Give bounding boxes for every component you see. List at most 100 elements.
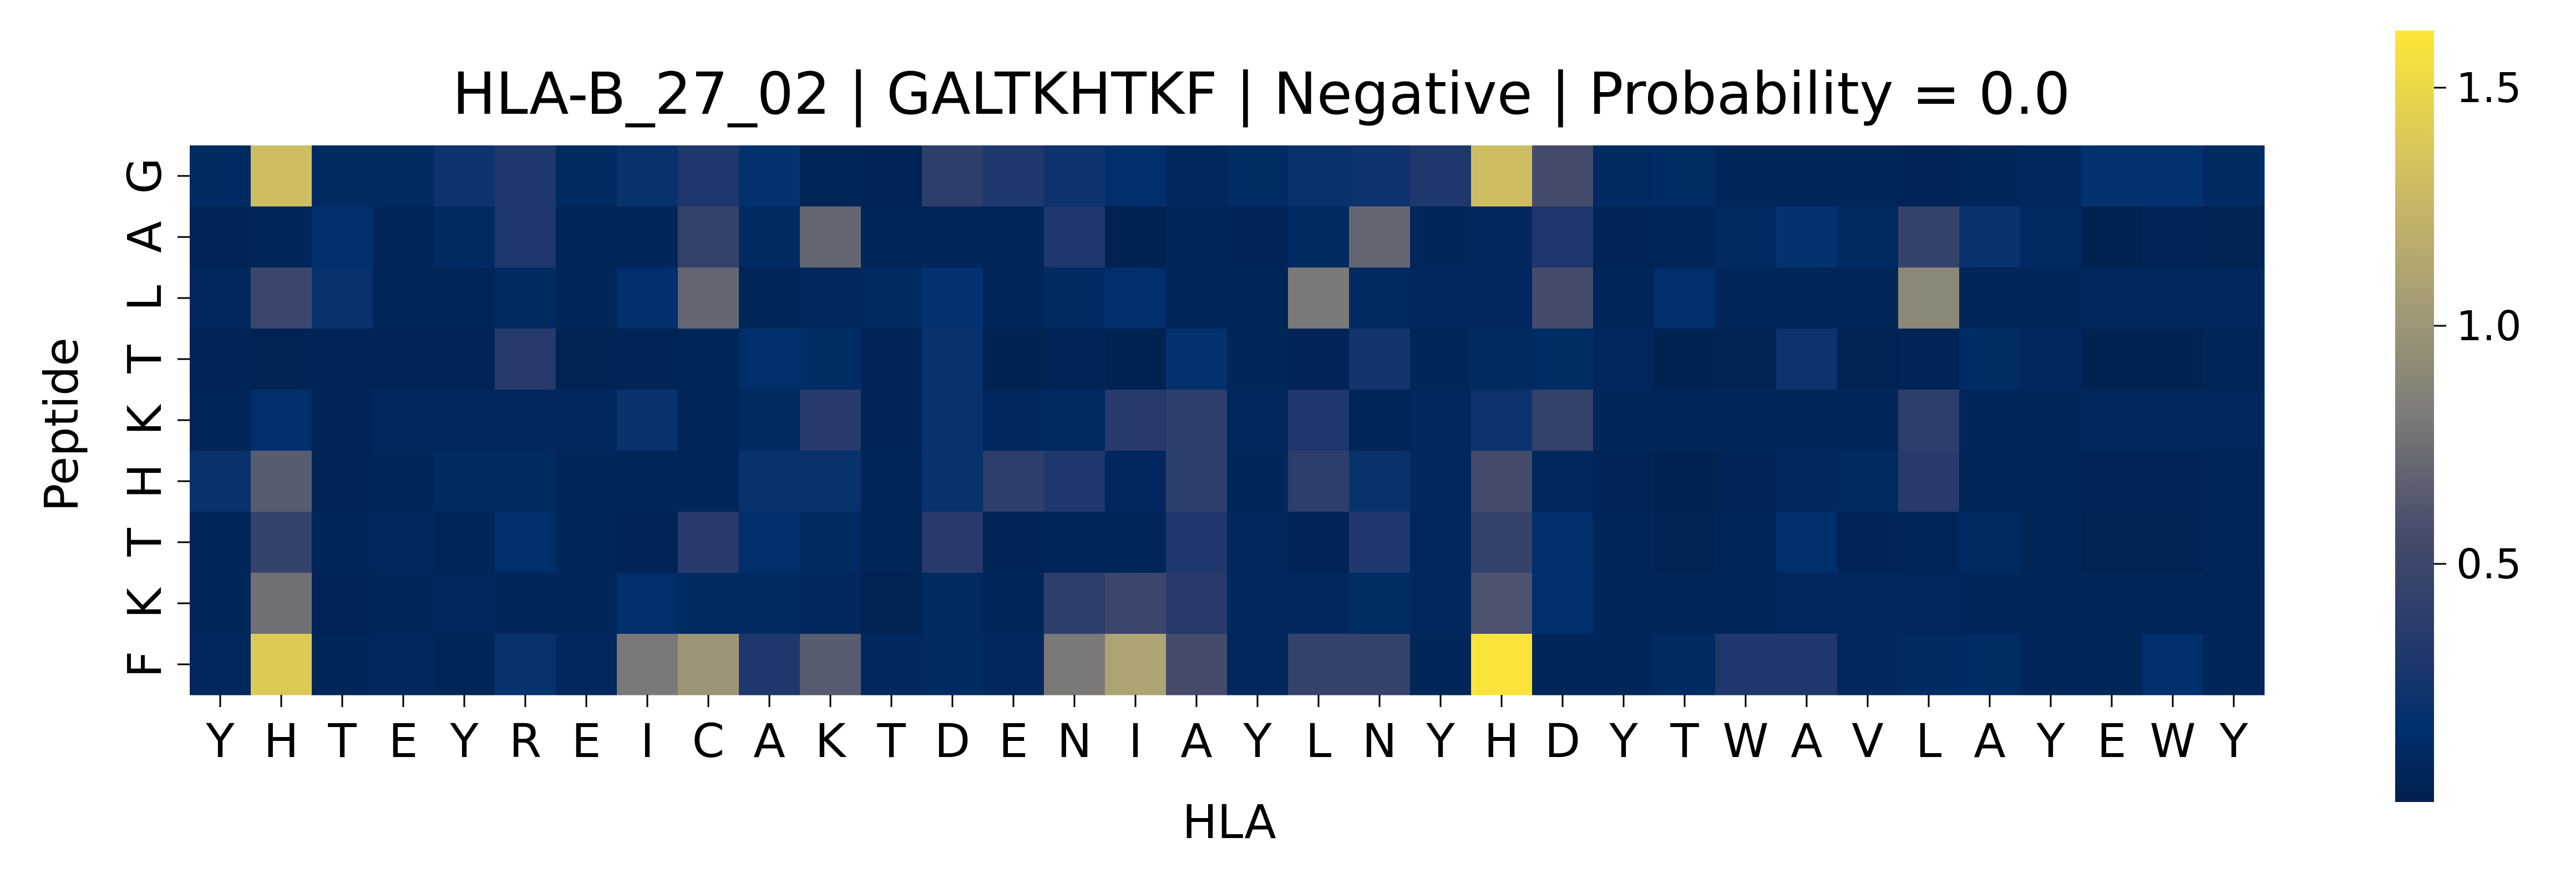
heatmap-cell [922, 206, 983, 268]
heatmap-cell [1349, 573, 1411, 634]
heatmap-cell [861, 206, 922, 268]
colorbar-tick-label: 0.5 [2456, 541, 2522, 588]
heatmap-cell [1105, 512, 1167, 573]
x-tick-label: H [263, 714, 298, 768]
heatmap-cell [617, 573, 678, 634]
heatmap-cell [1166, 512, 1228, 573]
heatmap-cell [190, 145, 251, 207]
heatmap-cell [617, 512, 678, 573]
heatmap-cell [1959, 390, 2021, 451]
heatmap-cell [1471, 206, 1533, 268]
heatmap-cell [1959, 634, 2021, 695]
heatmap-cell [1044, 634, 1106, 695]
heatmap-cell [373, 206, 434, 268]
x-tick-label: H [1484, 714, 1519, 768]
y-tick-label: H [118, 463, 172, 498]
heatmap-cell [2142, 145, 2204, 207]
heatmap-cell [617, 634, 678, 695]
heatmap-cell [1227, 451, 1289, 512]
y-tick-label: T [118, 345, 172, 374]
heatmap-cell [1410, 206, 1472, 268]
heatmap-cell [2203, 206, 2265, 268]
heatmap-cell [251, 634, 312, 695]
heatmap-cell [1959, 451, 2021, 512]
heatmap-cell [678, 390, 739, 451]
heatmap-cell [1349, 451, 1411, 512]
heatmap-cell [2081, 145, 2143, 207]
heatmap-cell [1166, 329, 1228, 390]
heatmap-cell [251, 512, 312, 573]
heatmap-cell [922, 634, 983, 695]
heatmap-cell [1898, 329, 1960, 390]
y-tick-label: F [118, 651, 172, 678]
heatmap-cell [1349, 634, 1411, 695]
heatmap-cell [1044, 451, 1106, 512]
heatmap-cell [1471, 634, 1533, 695]
heatmap-cell [373, 451, 434, 512]
heatmap-cell [983, 206, 1044, 268]
x-tick-label: Y [2036, 714, 2065, 768]
heatmap-cell [1593, 451, 1655, 512]
heatmap-cell [800, 512, 861, 573]
heatmap-cell [312, 145, 373, 207]
heatmap-cell [861, 634, 922, 695]
heatmap-cell [1593, 268, 1655, 329]
heatmap-cell [1227, 145, 1289, 207]
heatmap-cell [1776, 634, 1838, 695]
heatmap-cell [1410, 573, 1472, 634]
heatmap-cell [2081, 390, 2143, 451]
heatmap-cell [495, 145, 556, 207]
heatmap-cell [1654, 206, 1716, 268]
x-tick-label: N [1362, 714, 1397, 768]
heatmap-cell [2020, 268, 2082, 329]
x-tick-label: E [571, 714, 601, 768]
heatmap-cell [1715, 390, 1777, 451]
heatmap-cell [1044, 206, 1106, 268]
x-tick-label: Y [1426, 714, 1455, 768]
heatmap-cell [1166, 145, 1228, 207]
heatmap-cell [2142, 512, 2204, 573]
colorbar-tick-label: 1.5 [2456, 64, 2522, 112]
heatmap-cell [1776, 145, 1838, 207]
heatmap-cell [2020, 390, 2082, 451]
heatmap-cell [1715, 145, 1777, 207]
heatmap-cell [800, 268, 861, 329]
heatmap-cell [1654, 573, 1716, 634]
heatmap-cell [1227, 206, 1289, 268]
heatmap-cell [678, 512, 739, 573]
x-tick-label: E [2097, 714, 2126, 768]
heatmap-cell [1288, 573, 1350, 634]
heatmap-cell [434, 390, 495, 451]
heatmap-cell [1532, 634, 1594, 695]
colorbar-ticks: 0.5 1.0 1.5 [2434, 64, 2522, 588]
heatmap-cell [434, 268, 495, 329]
heatmap-cell [1471, 390, 1533, 451]
y-axis-ticks: GALTKHTKF [118, 158, 190, 678]
heatmap-cell [1166, 268, 1228, 329]
heatmap-cell [495, 573, 556, 634]
heatmap-cell [1105, 268, 1167, 329]
heatmap-cell [983, 512, 1044, 573]
heatmap-cell [617, 390, 678, 451]
heatmap-cell [2142, 451, 2204, 512]
heatmap-cell [556, 268, 617, 329]
heatmap-cell [556, 329, 617, 390]
heatmap-cell [1898, 512, 1960, 573]
heatmap-cell [1166, 634, 1228, 695]
heatmap-cell [1288, 451, 1350, 512]
x-tick-label: C [692, 714, 725, 768]
heatmap-cell [1898, 573, 1960, 634]
heatmap-cell [251, 206, 312, 268]
heatmap-cell [1044, 268, 1106, 329]
heatmap-cell [617, 206, 678, 268]
heatmap-cell [312, 634, 373, 695]
x-tick-label: R [509, 714, 541, 768]
x-tick-label: L [1306, 714, 1332, 768]
heatmap-cell [678, 329, 739, 390]
heatmap-cell [1654, 145, 1716, 207]
heatmap-cell [678, 268, 739, 329]
heatmap-cell [373, 268, 434, 329]
heatmap-cell [556, 512, 617, 573]
heatmap-cell [617, 451, 678, 512]
